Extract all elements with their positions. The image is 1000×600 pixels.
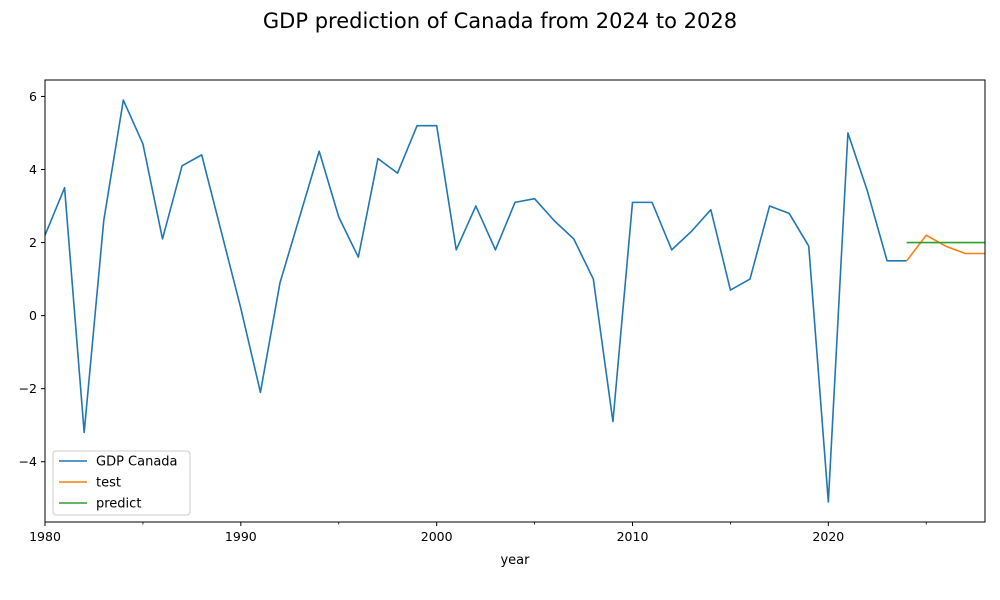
x-tick-label: 2010 [617,529,649,544]
series-line-test [906,234,985,262]
legend-label: test [96,476,121,491]
x-tick-label: 1980 [29,529,61,544]
legend-box [52,450,191,516]
y-tick-label: 4 [29,162,37,177]
x-tick-label: 1990 [225,529,257,544]
y-tick-label: −4 [19,454,37,469]
y-tick-label: 0 [29,308,37,323]
legend-label: predict [96,497,141,512]
y-axis: −4 −2 0 2 4 6 [19,89,45,469]
chart-title: GDP prediction of Canada from 2024 to 20… [263,9,737,33]
x-axis: 1980 1990 2000 2010 2020 [29,522,927,544]
x-tick-label: 2020 [812,529,844,544]
plot-frame [44,79,986,523]
plot-area [45,99,985,503]
series-line-gdp-canada [45,99,907,503]
legend-label: GDP Canada [96,455,178,470]
x-tick-label: 2000 [421,529,453,544]
x-axis-label: year [500,553,530,568]
y-tick-label: 2 [29,235,37,250]
legend: GDP Canada test predict [52,450,191,516]
y-tick-label: 6 [29,89,37,104]
y-tick-label: −2 [19,381,37,396]
